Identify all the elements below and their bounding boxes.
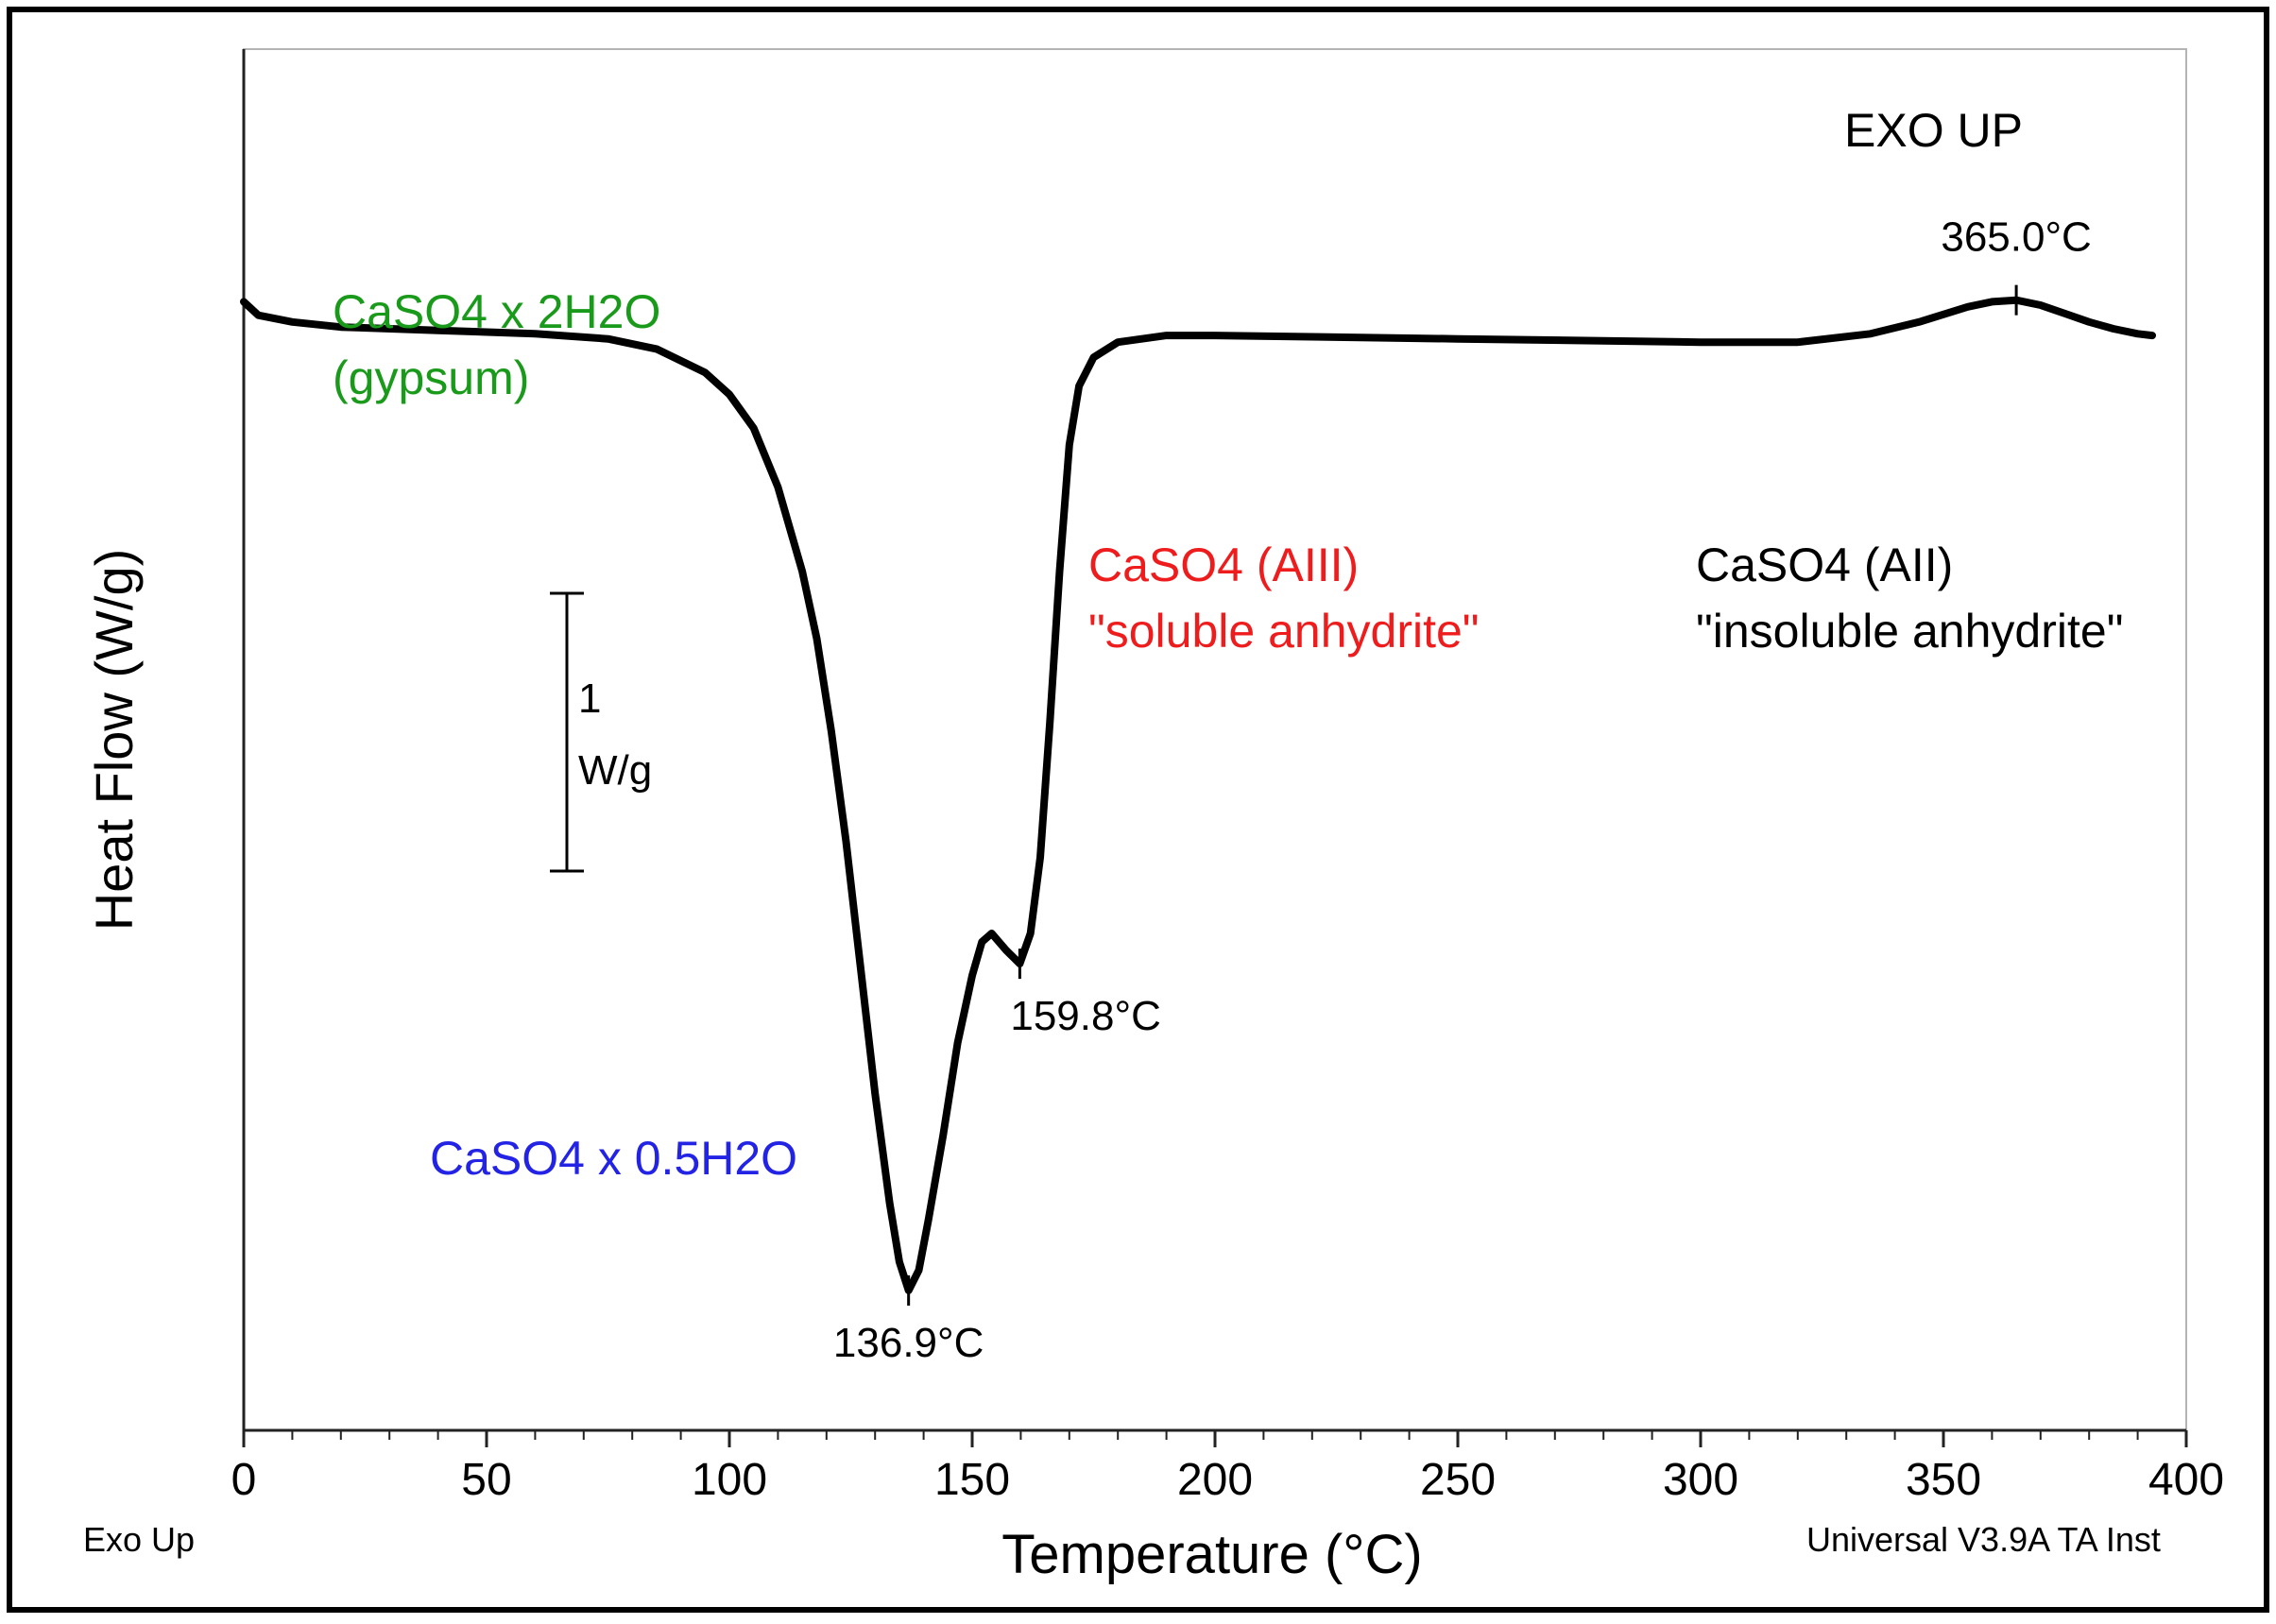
gypsum-formula-label: CaSO4 x 2H2O bbox=[333, 285, 660, 338]
soluble-anhydrite-formula-label: CaSO4 (AIII) bbox=[1088, 538, 1359, 591]
x-tick-label: 250 bbox=[1420, 1455, 1496, 1505]
x-tick-label: 50 bbox=[461, 1455, 511, 1505]
scale-bar-unit: W/g bbox=[578, 747, 652, 794]
x-tick-label: 350 bbox=[1906, 1455, 1981, 1505]
hemihydrate-label: CaSO4 x 0.5H2O bbox=[430, 1132, 797, 1185]
x-tick-label: 0 bbox=[231, 1455, 257, 1505]
peak-temperature-label: 365.0°C bbox=[1941, 214, 2091, 261]
peak-temperature-label: 159.8°C bbox=[1010, 993, 1160, 1039]
gypsum-name-label: (gypsum) bbox=[333, 351, 529, 404]
image-border bbox=[7, 7, 2269, 1613]
scale-bar-value: 1 bbox=[578, 675, 601, 722]
insoluble-anhydrite-formula-label: CaSO4 (AII) bbox=[1696, 538, 1953, 591]
x-tick-label: 400 bbox=[2148, 1455, 2224, 1505]
x-axis-ticks: 0 50 100 150 200 250 300 350 400 bbox=[231, 1430, 2224, 1505]
scale-bar: 1 W/g bbox=[550, 591, 652, 873]
peak-temperature-label: 136.9°C bbox=[833, 1320, 984, 1366]
x-tick-label: 100 bbox=[692, 1455, 767, 1505]
exo-up-label: EXO UP bbox=[1844, 104, 2023, 157]
soluble-anhydrite-name-label: "soluble anhydrite" bbox=[1088, 605, 1480, 658]
x-tick-label: 300 bbox=[1663, 1455, 1738, 1505]
heat-flow-curve bbox=[240, 296, 2156, 1294]
insoluble-anhydrite-name-label: "insoluble anhydrite" bbox=[1696, 605, 2123, 658]
footer-right-label: Universal V3.9A TA Inst bbox=[1806, 1520, 2161, 1559]
peak-markers: 136.9°C 159.8°C 365.0°C bbox=[833, 214, 2092, 1366]
y-axis-label: Heat Flow (W/g) bbox=[84, 549, 144, 932]
x-tick-label: 200 bbox=[1177, 1455, 1253, 1505]
x-axis-label: Temperature (°C) bbox=[1001, 1524, 1422, 1585]
x-tick-label: 150 bbox=[934, 1455, 1010, 1505]
footer-left-label: Exo Up bbox=[83, 1520, 195, 1559]
